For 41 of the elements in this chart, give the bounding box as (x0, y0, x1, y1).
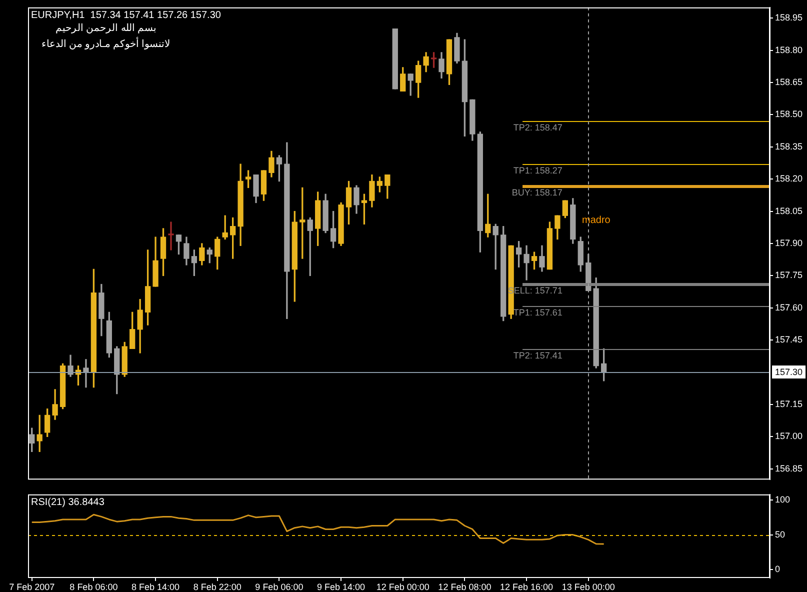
y-tick-label: 157.15 (775, 398, 803, 409)
chart-title: RSI(21) 36.8443 (31, 497, 105, 508)
y-tick-label: 157.90 (775, 238, 803, 248)
ref-line-label: TP2: 158.47 (513, 122, 562, 132)
annotation: madro (582, 214, 611, 226)
y-tick-label: 157.45 (775, 334, 803, 345)
candlestick (524, 245, 530, 280)
y-tick-label: 50 (775, 529, 786, 540)
y-tick-label: 158.20 (775, 174, 803, 184)
y-tick-label: 158.05 (775, 206, 803, 216)
annotation: بسم الله الرحمن الرحيم (55, 22, 157, 34)
y-tick-label: 158.35 (775, 141, 803, 152)
x-tick-label: 12 Feb 16:00 (500, 582, 554, 592)
x-tick-label: 12 Feb 00:00 (376, 582, 430, 592)
y-tick-label: 158.65 (775, 77, 803, 88)
x-tick-label: 9 Feb 06:00 (255, 582, 304, 592)
x-tick-label: 8 Feb 06:00 (70, 582, 118, 592)
ref-line-label: TP1: 158.27 (513, 165, 562, 176)
x-tick-label: 12 Feb 08:00 (438, 582, 492, 592)
x-tick-label: 8 Feb 14:00 (132, 582, 180, 592)
y-tick-label: 157.75 (775, 270, 803, 280)
y-tick-label: 100 (775, 494, 790, 504)
x-tick-label: 9 Feb 14:00 (317, 582, 366, 592)
ref-line-label: TP2: 157.41 (513, 350, 562, 360)
ref-line-label: BUY: 158.17 (512, 187, 562, 198)
y-tick-label: 157.00 (775, 431, 803, 442)
x-tick-label: 8 Feb 22:00 (193, 582, 242, 592)
y-tick-label: 0 (775, 564, 780, 574)
y-tick-label: 156.85 (775, 463, 803, 474)
ref-line-label: 157.30 (775, 366, 803, 377)
x-tick-label: 7 Feb 2007 (9, 582, 55, 592)
ref-line-label: TP1: 157.61 (513, 307, 562, 318)
y-tick-label: 157.60 (775, 302, 803, 312)
y-tick-label: 158.50 (775, 109, 803, 120)
candlestick (83, 359, 89, 388)
y-tick-label: 158.95 (775, 12, 803, 23)
chart-title: EURJPY,H1 157.34 157.41 157.26 157.30 (31, 10, 222, 22)
y-tick-label: 158.80 (775, 44, 803, 55)
x-tick-label: 13 Feb 00:00 (562, 582, 615, 592)
annotation: لاتنسوا أخوكم مـادرو من الدعاء (41, 36, 171, 50)
candlestick (168, 222, 174, 250)
